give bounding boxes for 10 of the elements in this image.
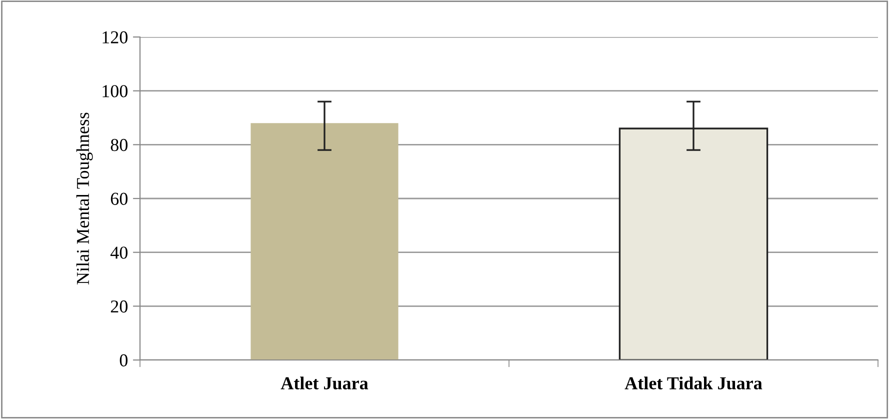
y-tick-label: 60 [110, 192, 128, 205]
y-tick-label: 120 [102, 31, 128, 44]
y-tick-label: 20 [110, 300, 128, 313]
x-tick-label: Atlet Tidak Juara [624, 376, 762, 390]
y-tick-label: 80 [110, 138, 128, 152]
y-tick-label: 40 [110, 246, 128, 259]
y-axis-title: Nilai Mental Toughness [76, 112, 93, 284]
y-tick-label: 100 [102, 85, 128, 98]
x-tick-label: Atlet Juara [280, 376, 368, 390]
y-tick-label: 0 [120, 354, 128, 366]
